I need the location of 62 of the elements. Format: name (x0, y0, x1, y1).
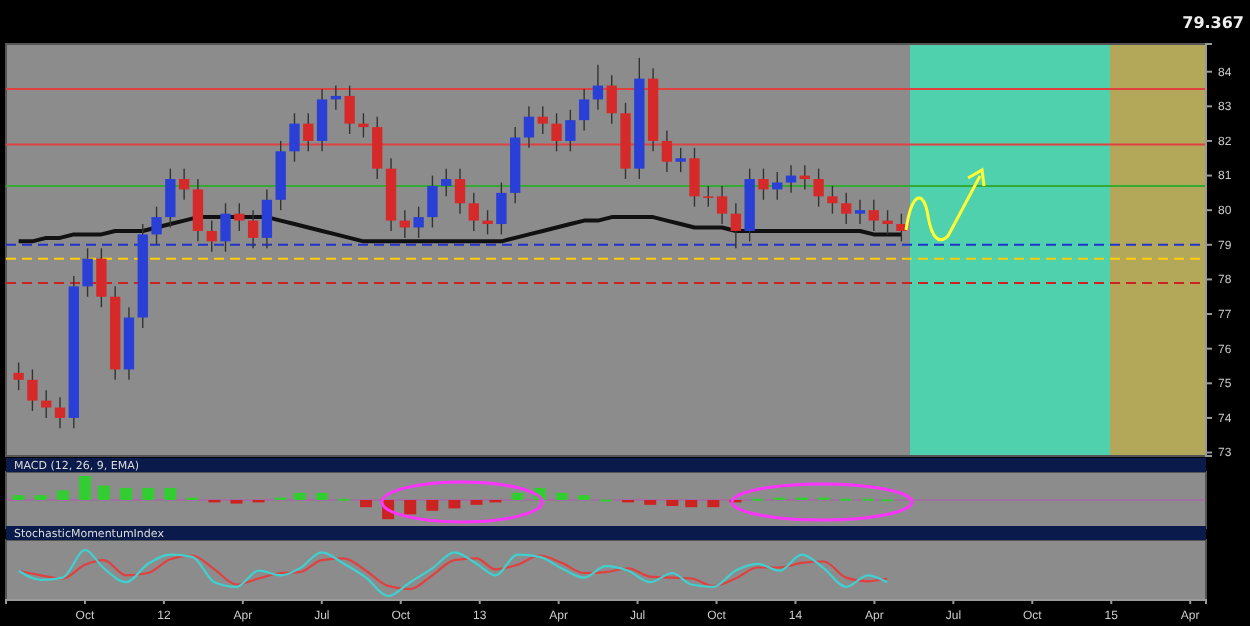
candlestick (592, 64, 604, 111)
candlestick (841, 192, 852, 225)
bar (685, 500, 698, 508)
candlestick (234, 202, 245, 232)
candlestick (482, 209, 493, 236)
candlestick (344, 84, 355, 135)
candlestick (716, 185, 728, 225)
candlestick (827, 185, 838, 215)
candlestick (41, 389, 52, 419)
bar (78, 476, 91, 500)
text: 79.367 (1182, 14, 1244, 32)
candlestick (13, 361, 24, 391)
candlestick (606, 74, 617, 125)
candlestick (730, 202, 742, 249)
candlestick (27, 368, 38, 412)
bar (666, 500, 679, 506)
bar (56, 490, 69, 500)
candlestick (551, 112, 562, 153)
candlestick (813, 167, 824, 208)
bar (707, 500, 720, 508)
bar (360, 500, 372, 508)
candlestick (758, 167, 769, 201)
bar (142, 488, 155, 500)
candlestick (316, 88, 328, 153)
candlestick (868, 199, 879, 232)
candlestick (675, 147, 686, 173)
candlestick (854, 199, 866, 225)
candlestick (372, 116, 383, 180)
candlestick (427, 174, 438, 229)
candlestick (882, 209, 893, 236)
candlestick (523, 105, 535, 149)
candlestick (496, 181, 507, 236)
candlestick (772, 171, 783, 201)
candlestick (247, 209, 259, 249)
candlestick (468, 192, 479, 232)
bar (511, 492, 524, 500)
candlestick (441, 167, 452, 198)
candlestick (703, 185, 714, 208)
bar (293, 492, 306, 500)
candlestick (454, 167, 466, 215)
candlestick (192, 178, 204, 243)
candlestick (289, 112, 300, 163)
candlestick (358, 112, 369, 139)
bar (164, 488, 177, 500)
bar (555, 492, 568, 500)
candlestick (206, 219, 217, 253)
candlestick (565, 109, 576, 153)
bar (426, 500, 439, 511)
candlestick (661, 129, 673, 173)
candlestick (413, 206, 424, 239)
candlestick (537, 105, 548, 135)
candlestick (303, 112, 314, 153)
candlestick (178, 167, 190, 201)
bar (120, 488, 132, 500)
candlestick (689, 147, 700, 208)
bar (315, 492, 328, 500)
candlestick (54, 396, 66, 429)
bar (97, 485, 110, 500)
bar (404, 500, 417, 515)
candlestick (165, 167, 176, 229)
bar (448, 500, 461, 509)
candlestick (578, 88, 590, 132)
